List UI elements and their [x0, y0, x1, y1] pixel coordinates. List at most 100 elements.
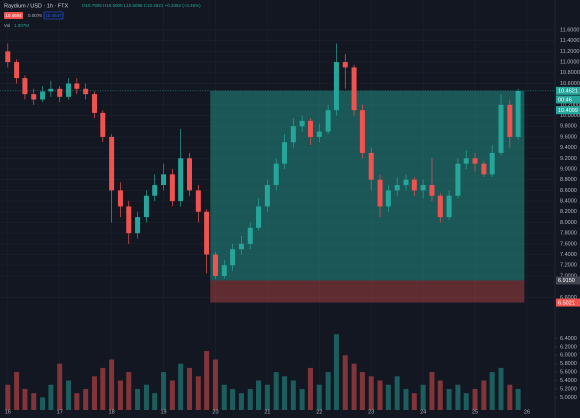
y-tick-label: 7.4000 [560, 252, 577, 258]
volume-bar [126, 372, 132, 410]
candle-body [455, 163, 461, 196]
volume-bar [204, 351, 210, 410]
candle-body [385, 190, 391, 207]
volume-bar [40, 397, 46, 410]
volume-bar [22, 388, 28, 410]
y-tick-label: 8.2000 [560, 209, 577, 215]
volume-bar [299, 388, 305, 410]
volume-bar [385, 384, 391, 410]
x-tick-label: 18 [109, 409, 115, 415]
volume-bar [178, 363, 184, 410]
volume-bar [316, 384, 322, 410]
volume-bar [66, 380, 72, 410]
y-tick-label: 6.6000 [560, 295, 577, 301]
volume-tick-label: 5.2000 [560, 386, 577, 392]
candle-body [186, 158, 192, 191]
candle-body [515, 90, 521, 137]
x-tick-label: 23 [368, 409, 374, 415]
plot [5, 43, 521, 410]
volume-bar [507, 384, 513, 410]
candle-body [221, 265, 227, 276]
volume-tick-label: 6.2000 [560, 344, 577, 350]
y-tick-label: 10.0000 [560, 113, 580, 119]
candle-body [437, 195, 443, 218]
grid [0, 0, 555, 405]
y-tick-label: 11.6000 [560, 27, 579, 33]
candle-body [307, 120, 313, 137]
volume-bar [429, 372, 435, 410]
volume-bar [368, 376, 374, 410]
y-tick-label: 9.6000 [560, 134, 577, 140]
candle-body [333, 62, 339, 111]
ohlc: O10.7909 H10.5000 L10.5096 C10.4621 +0.3… [82, 3, 201, 8]
price-tag-label: 10.4099 [558, 108, 578, 114]
y-tick-label: 8.4000 [560, 199, 577, 205]
volume-bar [256, 380, 262, 410]
y-tick-label: 10.8000 [560, 70, 580, 76]
y-tick-label: 9.8000 [560, 124, 577, 130]
volume-bar [230, 388, 236, 410]
candle-body [195, 190, 201, 212]
volume-tick-label: 5.4000 [560, 378, 577, 384]
candle-body [411, 179, 417, 191]
sell-button[interactable] [4, 12, 23, 19]
candle-body [351, 67, 357, 111]
x-tick-label: 20 [212, 409, 218, 415]
position-tool [0, 90, 555, 303]
candle-body [74, 83, 80, 89]
candle-body [178, 158, 184, 202]
x-tick-label: 19 [160, 409, 166, 415]
volume-bar [394, 376, 400, 410]
volume-bar [83, 388, 89, 410]
volume-tick-label: 5.0000 [560, 395, 577, 401]
y-tick-label: 11.4000 [560, 38, 579, 44]
candle-body [446, 195, 452, 218]
volume-bar [307, 367, 313, 410]
buy-price: 10.4647 [45, 13, 62, 18]
volume-bar [437, 380, 443, 410]
volume-bar [247, 388, 253, 410]
volume-tick-label: 5.8000 [560, 361, 577, 367]
candle-body [169, 174, 175, 202]
y-tick-label: 7.0000 [560, 273, 577, 279]
volume-bar [463, 393, 469, 410]
candle-body [429, 185, 435, 196]
buy-button[interactable] [43, 11, 64, 20]
price-tag-label: 6.5021 [558, 300, 575, 306]
volume-bar [411, 393, 417, 410]
volume-bar [455, 384, 461, 410]
volume-bar [420, 384, 426, 410]
candle-body [143, 195, 149, 218]
candle-body [31, 94, 37, 100]
y-tick-label: 9.0000 [560, 166, 577, 172]
y-tick-label: 10.6000 [560, 81, 580, 87]
x-tick-label: 24 [420, 409, 426, 415]
candle-body [204, 211, 210, 255]
candle-body [290, 126, 296, 143]
candle-body [316, 131, 322, 137]
candle-body [299, 120, 305, 127]
volume-bar [359, 372, 365, 410]
price-tag-label: 10.4621 [558, 89, 578, 95]
volume-bar [351, 363, 357, 410]
volume-bar [342, 355, 348, 410]
vol-value: 1.007M [14, 23, 29, 28]
candle-body [282, 142, 288, 164]
candle-body [403, 179, 409, 186]
y-tick-label: 11.2000 [560, 49, 579, 55]
volume-bar [135, 388, 141, 410]
y-tick-label: 11.0000 [560, 60, 579, 66]
price-axis: 11.6000 11.4000 11.2000 11.0000 10.8000 10.60… [5, 27, 580, 415]
candle-body [91, 94, 97, 113]
x-tick-label: 25 [472, 409, 478, 415]
volume-bar [498, 367, 504, 410]
candle-body [230, 249, 236, 266]
candle-body [394, 185, 400, 191]
candle-body [247, 227, 253, 244]
candle-body [498, 104, 504, 153]
price-tag-label: 6.9150 [558, 278, 575, 284]
candle-body [212, 254, 218, 276]
volume-bar [91, 376, 97, 410]
candle-body [22, 78, 28, 95]
volume-bar [31, 393, 37, 410]
